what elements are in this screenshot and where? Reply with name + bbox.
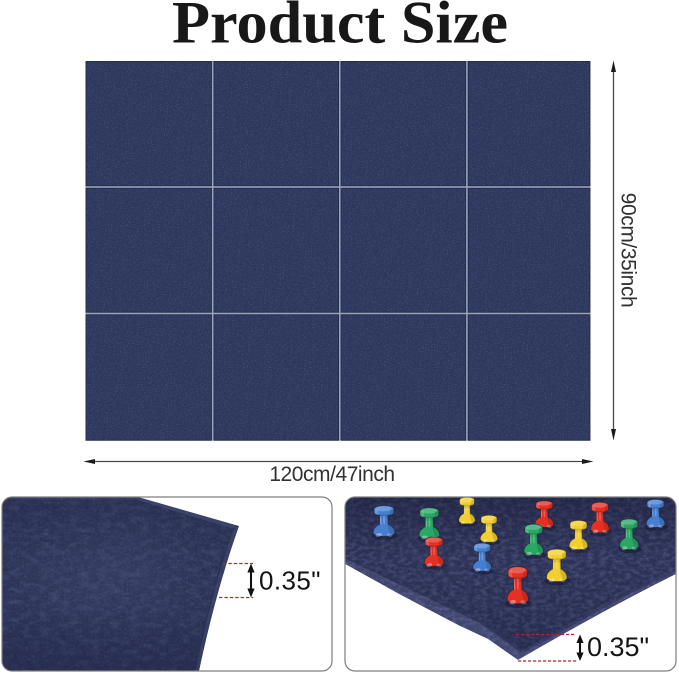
svg-text:0.35": 0.35"	[259, 566, 321, 596]
svg-text:0.35": 0.35"	[587, 632, 649, 662]
svg-text:120cm/47inch: 120cm/47inch	[269, 463, 394, 486]
svg-text:90cm/35inch: 90cm/35inch	[617, 193, 640, 308]
svg-text:Product Size: Product Size	[172, 0, 508, 56]
